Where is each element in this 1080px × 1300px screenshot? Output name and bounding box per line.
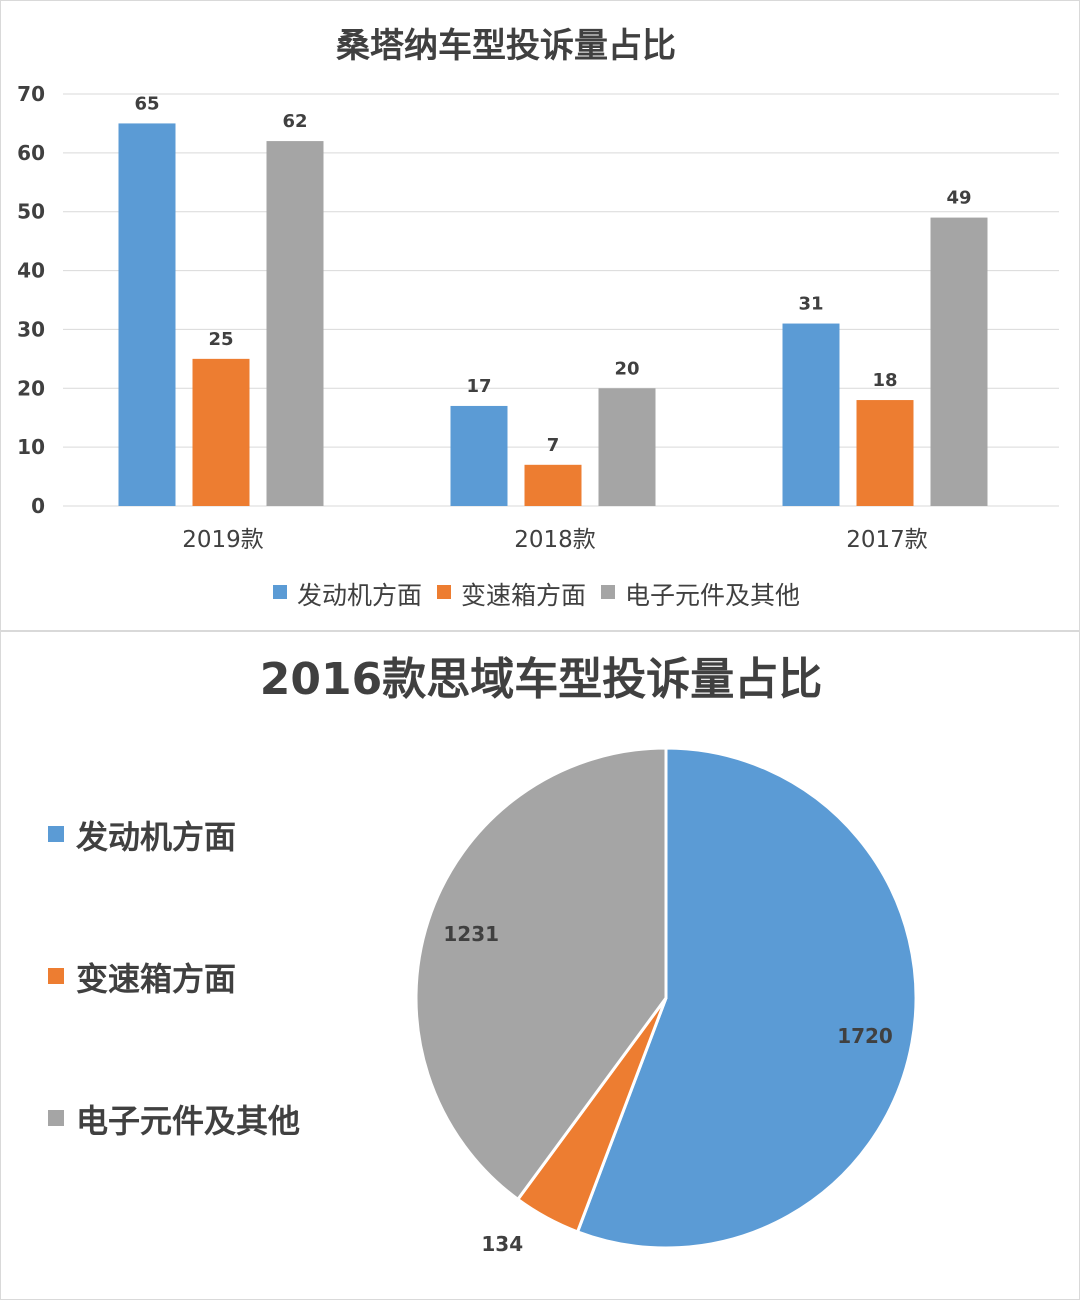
- legend-swatch: [601, 585, 615, 599]
- pie-legend-swatch: [48, 968, 64, 984]
- pie-data-label: 1231: [443, 922, 499, 946]
- pie-slice: [414, 746, 668, 1202]
- bar-chart-panel: 桑塔纳车型投诉量占比 0 10 20 30 40 50 60 70 65 25 62 2019款 17 7…: [0, 0, 1080, 631]
- data-label: 20: [614, 358, 639, 379]
- x-category-label: 2017款: [846, 527, 928, 553]
- data-label: 31: [798, 294, 823, 315]
- pie-chart-title: 2016款思域车型投诉量占比: [260, 654, 822, 705]
- pie-legend-label: 电子元件及其他: [76, 1102, 300, 1140]
- y-tick-label: 30: [17, 317, 45, 341]
- bar: [930, 217, 988, 506]
- pie-data-label: 1720: [837, 1024, 893, 1048]
- legend-label: 发动机方面: [297, 581, 422, 610]
- bar: [450, 405, 508, 506]
- bar: [856, 400, 914, 506]
- bar: [118, 123, 176, 506]
- legend-label: 电子元件及其他: [625, 581, 800, 610]
- y-tick-label: 70: [17, 82, 45, 106]
- data-label: 18: [872, 370, 897, 391]
- legend-swatch: [273, 585, 287, 599]
- data-label: 25: [208, 329, 233, 350]
- data-label: 62: [282, 111, 307, 132]
- pie-slice: [575, 746, 918, 1250]
- y-tick-label: 20: [17, 376, 45, 400]
- data-label: 49: [946, 188, 971, 209]
- y-tick-label: 50: [17, 200, 45, 224]
- pie-legend-swatch: [48, 826, 64, 842]
- bar: [266, 141, 324, 507]
- y-tick-label: 60: [17, 141, 45, 165]
- data-label: 65: [134, 93, 159, 114]
- pie-legend-swatch: [48, 1110, 64, 1126]
- y-tick-label: 10: [17, 435, 45, 459]
- x-category-label: 2018款: [514, 527, 596, 553]
- pie-chart-panel: 2016款思域车型投诉量占比 1720 134 1231 发动机方面变速箱方面电子元件…: [0, 631, 1080, 1300]
- data-label: 17: [466, 376, 491, 397]
- legend-label: 变速箱方面: [461, 581, 586, 610]
- pie-legend-label: 发动机方面: [76, 818, 236, 856]
- data-label: 7: [547, 435, 560, 456]
- bar: [192, 358, 250, 506]
- bar-chart-title: 桑塔纳车型投诉量占比: [336, 26, 676, 66]
- bar: [524, 464, 582, 506]
- y-tick-label: 0: [31, 494, 45, 518]
- pie-legend-label: 变速箱方面: [76, 960, 236, 998]
- bar: [782, 323, 840, 506]
- y-tick-label: 40: [17, 259, 45, 283]
- pie-chart: 2016款思域车型投诉量占比 1720 134 1231 发动机方面变速箱方面电子元件…: [48, 654, 918, 1256]
- pie-data-label: 134: [481, 1232, 523, 1256]
- legend-swatch: [437, 585, 451, 599]
- x-category-label: 2019款: [182, 527, 264, 553]
- bar-chart: 桑塔纳车型投诉量占比 0 10 20 30 40 50 60 70 65 25 62 2019款 17 7…: [17, 26, 1059, 610]
- bar: [598, 388, 656, 506]
